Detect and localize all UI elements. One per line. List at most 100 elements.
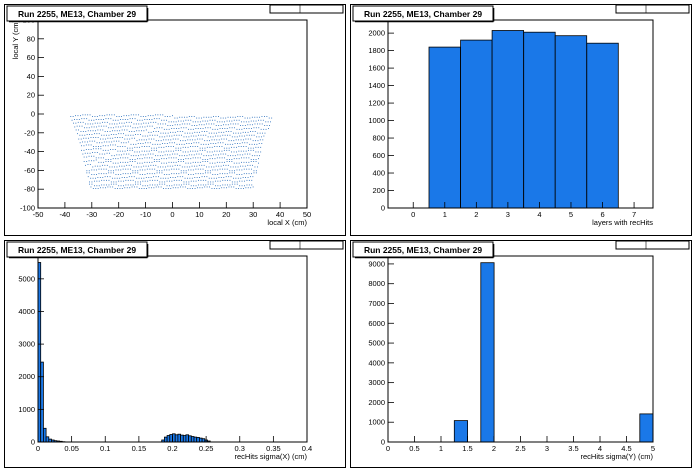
scatter-point (189, 116, 190, 117)
scatter-point (212, 158, 213, 159)
scatter-point (88, 145, 89, 146)
scatter-point (244, 136, 245, 137)
scatter-point (237, 143, 238, 144)
scatter-point (100, 139, 101, 140)
scatter-point (103, 157, 104, 158)
scatter-point (210, 120, 211, 121)
scatter-point (202, 161, 203, 162)
scatter-point (102, 165, 103, 166)
scatter-point (232, 127, 233, 128)
scatter-point (168, 188, 169, 189)
scatter-point (200, 128, 201, 129)
scatter-point (193, 185, 194, 186)
scatter-point (201, 185, 202, 186)
scatter-point (187, 117, 188, 118)
scatter-point (242, 181, 243, 182)
scatter-point (142, 127, 143, 128)
scatter-point (121, 166, 122, 167)
scatter-point (257, 133, 258, 134)
scatter-point (217, 162, 218, 163)
scatter-point (129, 139, 130, 140)
scatter-point (177, 118, 178, 119)
scatter-point (116, 134, 117, 135)
scatter-point (157, 185, 158, 186)
x-tick-label: 1 (439, 444, 443, 453)
scatter-point (120, 162, 121, 163)
scatter-point (202, 121, 203, 122)
scatter-point (101, 185, 102, 186)
scatter-point (189, 143, 190, 144)
scatter-point (94, 185, 95, 186)
scatter-point (265, 121, 266, 122)
scatter-point (249, 118, 250, 119)
scatter-point (171, 136, 172, 137)
scatter-point (131, 144, 132, 145)
scatter-point (174, 185, 175, 186)
scatter-point (137, 120, 138, 121)
scatter-point (190, 120, 191, 121)
scatter-point (232, 182, 233, 183)
scatter-point (256, 144, 257, 145)
scatter-point (92, 167, 93, 168)
y-tick-label: 60 (27, 53, 35, 62)
scatter-point (150, 165, 151, 166)
scatter-point (99, 185, 100, 186)
histogram-bar (175, 435, 178, 442)
scatter-point (78, 122, 79, 123)
scatter-point (195, 157, 196, 158)
scatter-point (216, 133, 217, 134)
scatter-point (217, 174, 218, 175)
scatter-point (106, 126, 107, 127)
scatter-point (262, 116, 263, 117)
scatter-point (127, 130, 128, 131)
scatter-point (240, 125, 241, 126)
scatter-point (170, 154, 171, 155)
scatter-point (156, 150, 157, 151)
scatter-point (227, 173, 228, 174)
x-tick-label: -20 (113, 210, 124, 219)
scatter-point (260, 152, 261, 153)
scatter-point (134, 187, 135, 188)
scatter-point (96, 170, 97, 171)
scatter-point (217, 170, 218, 171)
scatter-point (200, 162, 201, 163)
scatter-point (256, 159, 257, 160)
scatter-point (198, 180, 199, 181)
scatter-point (246, 169, 247, 170)
scatter-point (153, 187, 154, 188)
scatter-point (193, 121, 194, 122)
scatter-point (163, 133, 164, 134)
scatter-point (235, 167, 236, 168)
scatter-point (242, 136, 243, 137)
scatter-point (257, 117, 258, 118)
scatter-point (111, 155, 112, 156)
scatter-point (177, 131, 178, 132)
scatter-point (103, 162, 104, 163)
scatter-point (138, 182, 139, 183)
scatter-point (235, 124, 236, 125)
scatter-point (219, 188, 220, 189)
scatter-point (231, 147, 232, 148)
scatter-point (173, 139, 174, 140)
y-tick-label: 800 (372, 134, 385, 143)
scatter-point (160, 155, 161, 156)
scatter-point (132, 150, 133, 151)
scatter-point (203, 155, 204, 156)
scatter-point (228, 117, 229, 118)
scatter-point (147, 173, 148, 174)
scatter-point (125, 157, 126, 158)
scatter-point (221, 166, 222, 167)
scatter-point (231, 131, 232, 132)
scatter-point (240, 178, 241, 179)
scatter-point (206, 117, 207, 118)
scatter-point (80, 122, 81, 123)
histogram-bar (492, 31, 523, 209)
scatter-point (119, 116, 120, 117)
scatter-point (217, 185, 218, 186)
scatter-point (191, 170, 192, 171)
scatter-point (239, 136, 240, 137)
scatter-point (154, 128, 155, 129)
scatter-point (238, 167, 239, 168)
scatter-point (89, 120, 90, 121)
scatter-point (199, 154, 200, 155)
